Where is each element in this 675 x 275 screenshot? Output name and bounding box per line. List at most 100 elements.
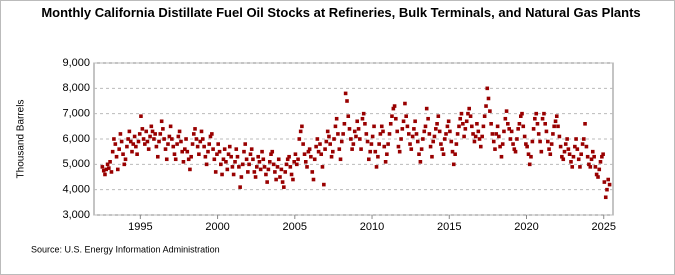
point [298,129,303,134]
point [513,149,518,154]
point [600,154,604,159]
point [536,132,541,136]
point [365,139,370,144]
point [152,137,156,141]
point [104,167,109,172]
point [261,157,266,162]
point [307,147,312,151]
point [197,152,201,156]
point [412,127,416,131]
point [155,154,160,159]
point [576,157,581,162]
point [295,162,299,167]
point [337,147,342,151]
point [227,144,232,149]
point [379,124,384,129]
point [283,170,288,174]
point [451,162,456,167]
point [450,149,455,154]
point [588,165,593,169]
point [265,180,269,184]
point [446,119,451,124]
point [103,172,107,177]
point [125,144,129,149]
point [530,139,535,144]
point [351,142,356,146]
point [251,157,255,162]
point [584,144,589,149]
point [480,134,484,139]
point [497,134,501,139]
point [596,175,600,179]
point [570,165,575,169]
point [287,154,291,159]
point [551,132,555,136]
point [507,127,511,131]
point [143,142,147,146]
point [282,185,286,189]
point [167,134,172,139]
point [244,157,249,162]
point [374,165,379,169]
point [385,152,389,156]
point [359,147,363,151]
point [349,137,353,141]
point [108,160,112,164]
point [415,139,420,144]
point [127,129,132,134]
point [128,139,133,144]
point [408,142,412,146]
point [148,134,152,139]
point [601,152,605,156]
point [341,132,345,136]
point [315,137,320,141]
point [400,127,405,131]
point [350,147,354,151]
point [213,170,218,174]
point [547,147,551,151]
point [235,154,240,159]
point [222,147,227,151]
point [175,142,179,146]
point [405,124,410,129]
point [606,177,611,182]
point [163,147,168,151]
point [414,132,419,136]
point [356,127,361,131]
point [485,86,490,91]
point [563,142,568,146]
point [387,132,392,136]
point [112,137,116,141]
point [123,157,128,162]
point [345,99,349,103]
point [107,166,111,170]
point [565,137,569,141]
point [478,144,483,149]
point [553,119,558,124]
point [502,129,506,134]
point [195,144,200,149]
point [171,144,176,149]
point [436,114,441,118]
point [327,134,331,139]
point [552,124,556,129]
point [118,132,123,136]
point [558,144,563,149]
point [366,157,371,162]
point [511,142,515,146]
point [426,116,430,121]
point [506,122,510,126]
point [543,122,547,126]
point [391,106,396,111]
point [347,127,352,131]
point [481,124,486,129]
point [421,137,425,141]
point [562,149,567,154]
point [278,175,282,179]
point [579,152,583,156]
point [404,114,408,118]
point [126,137,130,141]
point [531,127,536,131]
point [397,149,402,154]
point [422,129,427,134]
